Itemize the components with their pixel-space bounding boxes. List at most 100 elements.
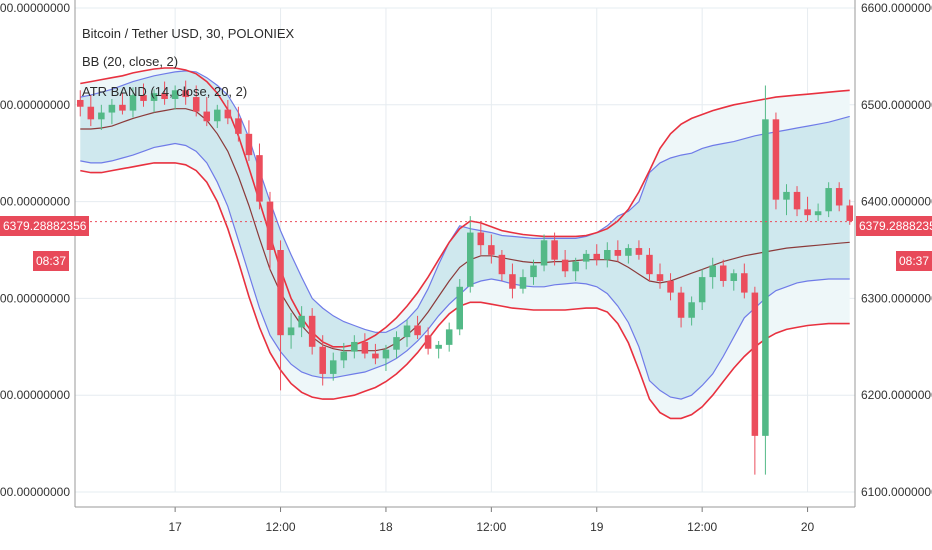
candle-down [741, 273, 748, 293]
candle-up [108, 104, 116, 113]
candle-up [519, 277, 527, 289]
candle-up [403, 325, 411, 338]
y-tick-label-left: 6100.00000000 [0, 485, 70, 499]
candle-up [467, 232, 474, 287]
candle-down [182, 90, 189, 98]
candle-up [604, 250, 611, 260]
atr-upper-line [80, 67, 850, 348]
candle-down [224, 109, 232, 119]
chart-title: Bitcoin / Tether USD, 30, POLONIEX [82, 26, 295, 41]
candle-up [530, 265, 537, 278]
candle-down [319, 346, 326, 374]
y-tick-label-right: 6200.00000000 [861, 388, 932, 402]
bb-band-fill [80, 70, 850, 400]
candle-down [161, 93, 168, 99]
y-tick-label-right: 6300.00000000 [861, 291, 932, 305]
x-tick-label: 19 [590, 520, 604, 534]
candle-up [382, 349, 390, 359]
y-tick-label-right: 6600.00000000 [861, 1, 932, 15]
candle-up [445, 329, 453, 345]
candle-up [582, 253, 590, 262]
candles [77, 80, 853, 475]
candle-down [140, 95, 147, 101]
candle-up [540, 240, 548, 266]
candle-down [87, 106, 95, 120]
x-tick-label: 12:00 [266, 520, 296, 534]
candle-up [825, 188, 832, 212]
indicator-bands [80, 67, 850, 420]
candle-down [372, 353, 379, 359]
bb-lower-line [80, 142, 850, 400]
candle-down [667, 280, 674, 293]
y-tick-label-left: 6400.00000000 [0, 195, 70, 209]
candle-up [129, 95, 137, 111]
candle-down [804, 209, 811, 216]
candle-up [783, 191, 790, 200]
candle-down [593, 253, 601, 260]
x-tick-label: 18 [379, 520, 393, 534]
last-price-tag-left: 6379.28882356 [0, 216, 90, 236]
y-tick-label-right: 6100.00000000 [861, 485, 932, 499]
bb-legend: BB (20, close, 2) [82, 54, 179, 69]
candle-up [340, 351, 348, 361]
candle-down [235, 118, 242, 134]
candle-down [793, 191, 801, 210]
candle-down [77, 99, 84, 107]
candle-up [329, 360, 337, 374]
candle-down [561, 259, 569, 272]
y-tick-label-right: 6500.00000000 [861, 98, 932, 112]
candle-down [203, 111, 211, 122]
candle-up [98, 112, 105, 120]
candle-up [287, 327, 295, 336]
candle-up [709, 265, 716, 278]
bb-upper-line [80, 70, 850, 333]
candle-down [414, 325, 421, 336]
candle-down [119, 104, 126, 111]
candle-down [614, 250, 622, 256]
candle-up [625, 248, 632, 256]
candle-down [488, 245, 495, 255]
candle-down [656, 274, 664, 281]
x-tick-label: 20 [801, 520, 815, 534]
candle-up [298, 315, 305, 328]
candle-down [719, 265, 727, 281]
candle-up [393, 337, 400, 350]
candle-down [646, 254, 653, 275]
y-tick-label-left: 6300.00000000 [0, 291, 70, 305]
candle-down [192, 97, 200, 112]
candle-down [424, 335, 432, 349]
candle-up [762, 119, 769, 436]
candle-down [277, 250, 284, 336]
countdown-tag-right: 08:37 [896, 251, 932, 271]
x-tick-label: 12:00 [687, 520, 717, 534]
candle-up [171, 90, 179, 99]
countdown-tag-left: 08:37 [33, 251, 70, 271]
axes: 6100.00000000 6100.00000000 6200.00000000 6… [0, 0, 932, 534]
candle-up [688, 302, 695, 318]
last-price-tag-right: 6379.28882356 [856, 216, 932, 236]
candle-down [477, 232, 485, 246]
candle-up [150, 93, 158, 101]
x-tick-label: 12:00 [476, 520, 506, 534]
candle-up [351, 341, 358, 352]
x-tick-label: 17 [168, 520, 182, 534]
y-tick-label-right: 6400.00000000 [861, 195, 932, 209]
candle-down [498, 254, 506, 275]
candle-up [730, 273, 738, 281]
candle-down [835, 188, 843, 206]
candle-down [266, 201, 274, 250]
candle-down [751, 292, 759, 436]
candle-up [214, 109, 221, 122]
candle-up [814, 211, 822, 216]
candle-down [772, 119, 780, 200]
candle-up [698, 277, 706, 303]
y-tick-label-left: 6200.00000000 [0, 388, 70, 402]
candle-down [635, 248, 643, 255]
y-tick-label-left: 6500.00000000 [0, 98, 70, 112]
candle-down [256, 155, 263, 202]
candle-down [245, 133, 253, 156]
candle-down [509, 274, 516, 289]
candle-down [677, 292, 685, 318]
atr-legend: ATR BAND (14, close, 20, 2) [82, 84, 248, 99]
